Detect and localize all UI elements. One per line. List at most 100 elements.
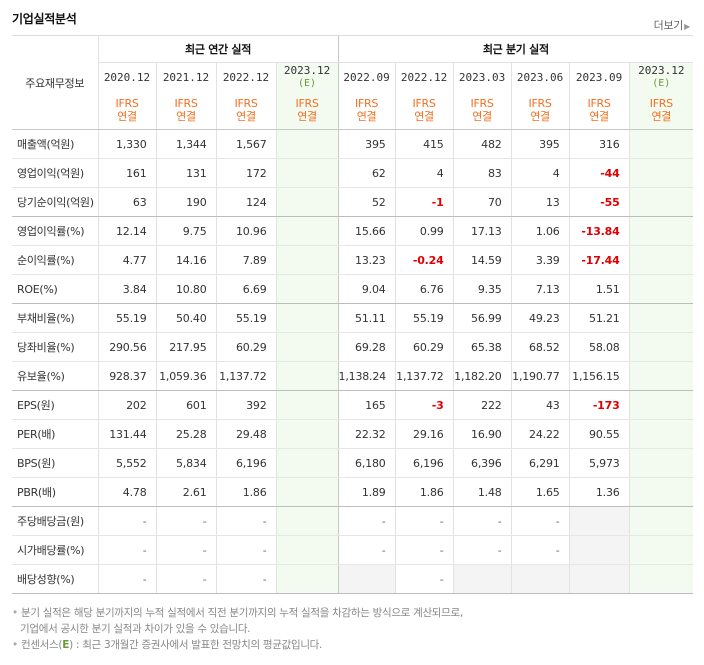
consolidated-label: 연결 <box>117 110 137 123</box>
period-label: 2022.12 <box>400 70 448 84</box>
table-cell <box>628 506 694 536</box>
table-cell: 9.35 <box>452 274 512 304</box>
consolidated-label: 연결 <box>176 110 196 123</box>
ifrs-label: IFRS <box>649 97 673 110</box>
footnote-1: • 분기 실적은 해당 분기까지의 누적 실적에서 직전 분기까지의 누적 실적… <box>12 607 463 619</box>
row-header-label: 주요재무정보 <box>12 35 98 130</box>
row-label: 유보율(%) <box>12 361 98 391</box>
table-cell: 5,973 <box>568 448 630 478</box>
table-cell <box>275 535 339 565</box>
ifrs-header: IFRS 연결 <box>275 91 339 130</box>
table-cell <box>275 419 339 449</box>
table-cell: - <box>394 535 454 565</box>
period-label: 2022.12 <box>222 70 270 84</box>
footnote-1-cont: 기업에서 공시한 분기 실적과 차이가 있을 수 있습니다. <box>20 623 251 635</box>
table-cell <box>628 419 694 449</box>
table-cell: -44 <box>568 158 630 188</box>
table-cell: 62 <box>337 158 396 188</box>
estimate-mark: (E) <box>297 77 317 89</box>
row-label: 주당배당금(원) <box>12 506 98 536</box>
table-cell: 56.99 <box>452 303 512 333</box>
table-cell: 16.90 <box>452 419 512 449</box>
table-row: 시가배당률(%) - - - - - - - <box>12 535 694 565</box>
table-row: 당기순이익(억원) 63 190 124 52 -1 70 13 -55 <box>12 187 694 217</box>
row-label: 영업이익(억원) <box>12 158 98 188</box>
row-label: 영업이익률(%) <box>12 216 98 246</box>
quarterly-group-header: 최근 분기 실적 <box>337 35 694 63</box>
table-cell <box>628 448 694 478</box>
table-cell <box>275 303 339 333</box>
table-cell: 55.19 <box>394 303 454 333</box>
table-cell <box>628 129 694 159</box>
table-cell: 6,291 <box>510 448 570 478</box>
period-label: 2023.06 <box>516 70 564 84</box>
table-cell: 1.65 <box>510 477 570 507</box>
row-label: BPS(원) <box>12 448 98 478</box>
table-cell: 68.52 <box>510 332 570 362</box>
table-cell: 1,182.20 <box>452 361 512 391</box>
table-cell: -0.24 <box>394 245 454 275</box>
period-header: 2023.09 <box>568 62 630 91</box>
table-cell: 3.84 <box>97 274 156 304</box>
ifrs-label: IFRS <box>412 97 436 110</box>
table-cell: 1,137.72 <box>215 361 276 391</box>
ifrs-label: IFRS <box>174 97 198 110</box>
row-label: 당기순이익(억원) <box>12 187 98 217</box>
table-cell <box>337 564 396 594</box>
table-cell: 1.06 <box>510 216 570 246</box>
table-cell: 316 <box>568 129 630 159</box>
table-cell: - <box>155 535 216 565</box>
table-cell <box>275 216 339 246</box>
table-cell: - <box>155 506 216 536</box>
ifrs-header: IFRS 연결 <box>97 91 156 130</box>
table-cell: - <box>97 506 156 536</box>
table-cell: 52 <box>337 187 396 217</box>
table-cell: - <box>215 564 276 594</box>
table-cell <box>275 129 339 159</box>
table-cell: -13.84 <box>568 216 630 246</box>
ifrs-header: IFRS 연결 <box>155 91 216 130</box>
table-cell: 131 <box>155 158 216 188</box>
table-cell: 1.86 <box>215 477 276 507</box>
table-row: 영업이익률(%) 12.14 9.75 10.96 15.66 0.99 17.13 1.06… <box>12 216 694 246</box>
table-cell: - <box>215 506 276 536</box>
table-cell: 928.37 <box>97 361 156 391</box>
table-cell: 58.08 <box>568 332 630 362</box>
table-cell: -3 <box>394 390 454 420</box>
table-cell <box>275 187 339 217</box>
footnote-2: • 컨센서스(E) : 최근 3개월간 증권사에서 발표한 전망치의 평균값입니… <box>12 639 323 651</box>
table-cell <box>628 390 694 420</box>
table-cell <box>568 535 630 565</box>
table-cell: 395 <box>510 129 570 159</box>
table-cell: 222 <box>452 390 512 420</box>
table-cell: 60.29 <box>215 332 276 362</box>
table-cell: 51.11 <box>337 303 396 333</box>
table-cell <box>628 535 694 565</box>
table-cell <box>628 477 694 507</box>
table-cell: 14.59 <box>452 245 512 275</box>
table-cell: 0.99 <box>394 216 454 246</box>
table-cell: 1.48 <box>452 477 512 507</box>
more-link[interactable]: 더보기▶ <box>653 17 691 33</box>
row-label: 매출액(억원) <box>12 129 98 159</box>
period-header: 2023.12 (E) <box>628 62 694 91</box>
period-header: 2023.06 <box>510 62 570 91</box>
table-cell: 15.66 <box>337 216 396 246</box>
table-cell: 29.16 <box>394 419 454 449</box>
footnote-2-suffix: ) : 최근 3개월간 증권사에서 발표한 전망치의 평균값입니다. <box>69 639 323 651</box>
table-cell: - <box>452 535 512 565</box>
table-cell: 7.13 <box>510 274 570 304</box>
more-link-label: 더보기 <box>653 19 684 32</box>
row-label: PBR(배) <box>12 477 98 507</box>
table-cell: 10.96 <box>215 216 276 246</box>
table-cell: 50.40 <box>155 303 216 333</box>
table-cell: 1.86 <box>394 477 454 507</box>
row-label: EPS(원) <box>12 390 98 420</box>
table-cell <box>628 216 694 246</box>
table-row: BPS(원) 5,552 5,834 6,196 6,180 6,196 6,396 6,29… <box>12 448 694 478</box>
table-cell: - <box>510 535 570 565</box>
table-cell: 6.69 <box>215 274 276 304</box>
table-cell <box>628 187 694 217</box>
table-cell: 601 <box>155 390 216 420</box>
table-cell <box>275 274 339 304</box>
